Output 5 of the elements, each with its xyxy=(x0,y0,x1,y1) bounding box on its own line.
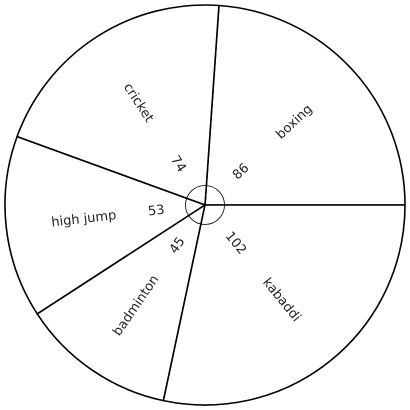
data-label: 53 xyxy=(147,202,166,220)
slice-label: high jump xyxy=(50,208,118,230)
data-label: 74 xyxy=(167,153,189,176)
data-label: 45 xyxy=(166,234,189,257)
data-label: 86 xyxy=(230,160,252,184)
